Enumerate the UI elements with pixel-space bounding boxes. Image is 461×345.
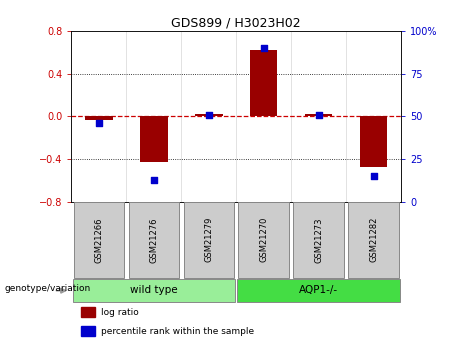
Text: GSM21276: GSM21276 bbox=[149, 217, 159, 263]
Bar bbox=[81, 307, 95, 317]
Point bbox=[260, 45, 267, 51]
Bar bbox=[250, 50, 278, 117]
Text: GSM21270: GSM21270 bbox=[259, 217, 268, 263]
Bar bbox=[140, 117, 168, 162]
FancyBboxPatch shape bbox=[129, 202, 179, 278]
Point bbox=[205, 112, 213, 118]
Text: percentile rank within the sample: percentile rank within the sample bbox=[101, 327, 254, 336]
Bar bbox=[85, 117, 112, 120]
FancyBboxPatch shape bbox=[72, 279, 235, 302]
FancyBboxPatch shape bbox=[238, 202, 289, 278]
FancyBboxPatch shape bbox=[349, 202, 399, 278]
Bar bbox=[360, 117, 387, 167]
Title: GDS899 / H3023H02: GDS899 / H3023H02 bbox=[171, 17, 301, 30]
Text: GSM21266: GSM21266 bbox=[95, 217, 103, 263]
Point bbox=[315, 112, 322, 118]
Text: log ratio: log ratio bbox=[101, 308, 139, 317]
Point bbox=[95, 120, 103, 126]
Text: AQP1-/-: AQP1-/- bbox=[299, 285, 338, 295]
Bar bbox=[195, 114, 223, 117]
FancyBboxPatch shape bbox=[74, 202, 124, 278]
Text: genotype/variation: genotype/variation bbox=[5, 284, 91, 294]
Text: GSM21282: GSM21282 bbox=[369, 217, 378, 263]
FancyBboxPatch shape bbox=[183, 202, 234, 278]
Text: GSM21273: GSM21273 bbox=[314, 217, 323, 263]
FancyBboxPatch shape bbox=[293, 202, 344, 278]
Point bbox=[370, 174, 377, 179]
Point bbox=[150, 177, 158, 183]
FancyBboxPatch shape bbox=[237, 279, 400, 302]
Text: GSM21279: GSM21279 bbox=[204, 217, 213, 263]
Bar bbox=[305, 114, 332, 117]
Bar bbox=[81, 326, 95, 336]
Text: wild type: wild type bbox=[130, 285, 177, 295]
